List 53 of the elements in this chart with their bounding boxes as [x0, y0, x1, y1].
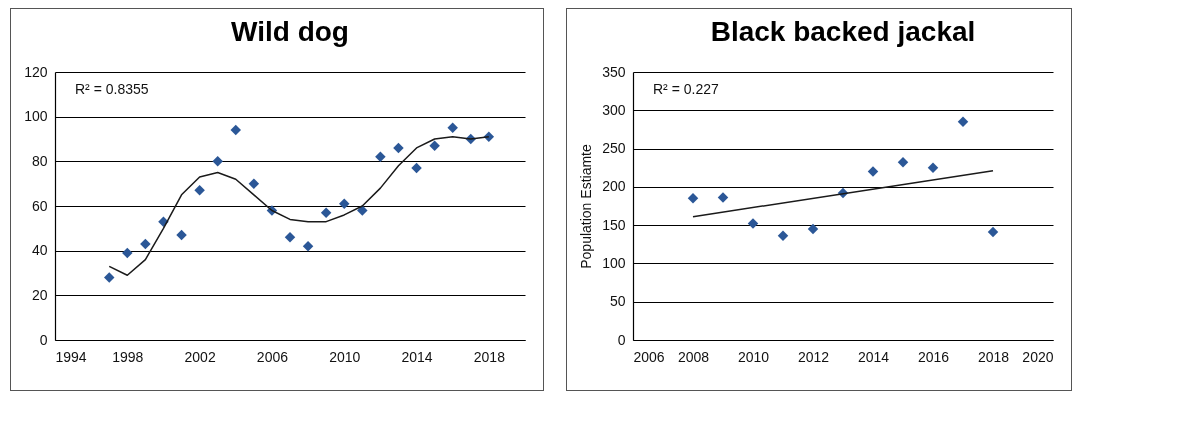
x-tick-label: 2014 — [857, 348, 890, 365]
x-tick-label: 2018 — [977, 348, 1010, 365]
x-tick-label: 2012 — [797, 348, 830, 365]
y-tick-label: 50 — [609, 293, 626, 310]
point — [212, 156, 223, 167]
x-tick-label: 2006 — [256, 348, 289, 365]
chart-title: Wild dog — [231, 16, 349, 47]
y-tick-label: 120 — [24, 63, 48, 80]
y-tick-label: 40 — [31, 242, 48, 259]
x-tick-label: 2016 — [917, 348, 950, 365]
point — [320, 207, 332, 218]
point — [176, 229, 187, 241]
y-tick-label: 250 — [602, 140, 626, 157]
x-tick-label: 2010 — [329, 348, 361, 365]
point — [194, 185, 205, 196]
y-tick-label: 0 — [617, 331, 626, 348]
x-tick-label: 2010 — [737, 348, 770, 365]
y-tick-label: 0 — [39, 331, 48, 348]
annotation: R² = 0.227 — [653, 81, 719, 97]
y-tick-label: 80 — [31, 152, 48, 169]
y-tick-label: 350 — [602, 63, 626, 80]
x-tick-label: 2018 — [473, 348, 506, 365]
y-tick-label: 100 — [24, 108, 48, 125]
point — [248, 178, 260, 189]
point — [230, 124, 242, 136]
point — [429, 140, 440, 151]
point — [357, 205, 368, 216]
y-tick-label: 200 — [602, 178, 626, 195]
x-tick-label: 2002 — [184, 348, 216, 365]
x-tick-label: 2020 — [1022, 348, 1054, 365]
x-tick-label: 2008 — [677, 348, 710, 365]
y-tick-label: 300 — [602, 101, 626, 118]
point — [375, 151, 386, 163]
point — [302, 240, 314, 252]
point — [411, 162, 422, 174]
x-tick-label: 1994 — [55, 348, 87, 365]
point — [103, 272, 115, 283]
y-tick-label: 150 — [602, 216, 626, 233]
x-tick-label: 1998 — [112, 348, 144, 365]
x-tick-label: 2006 — [633, 348, 665, 365]
chart-title: Black backed jackal — [710, 16, 976, 47]
point — [140, 238, 151, 250]
annotation: R² = 0.8355 — [75, 81, 149, 97]
point — [284, 232, 296, 243]
x-tick-label: 2014 — [401, 348, 433, 365]
y-axis-title: Population Estiamte — [578, 144, 595, 269]
point — [122, 247, 133, 259]
point — [393, 142, 404, 154]
y-tick-label: 100 — [602, 254, 626, 271]
y-tick-label: 60 — [31, 197, 48, 214]
y-tick-label: 20 — [31, 286, 48, 303]
point — [447, 122, 458, 134]
point — [338, 198, 350, 210]
